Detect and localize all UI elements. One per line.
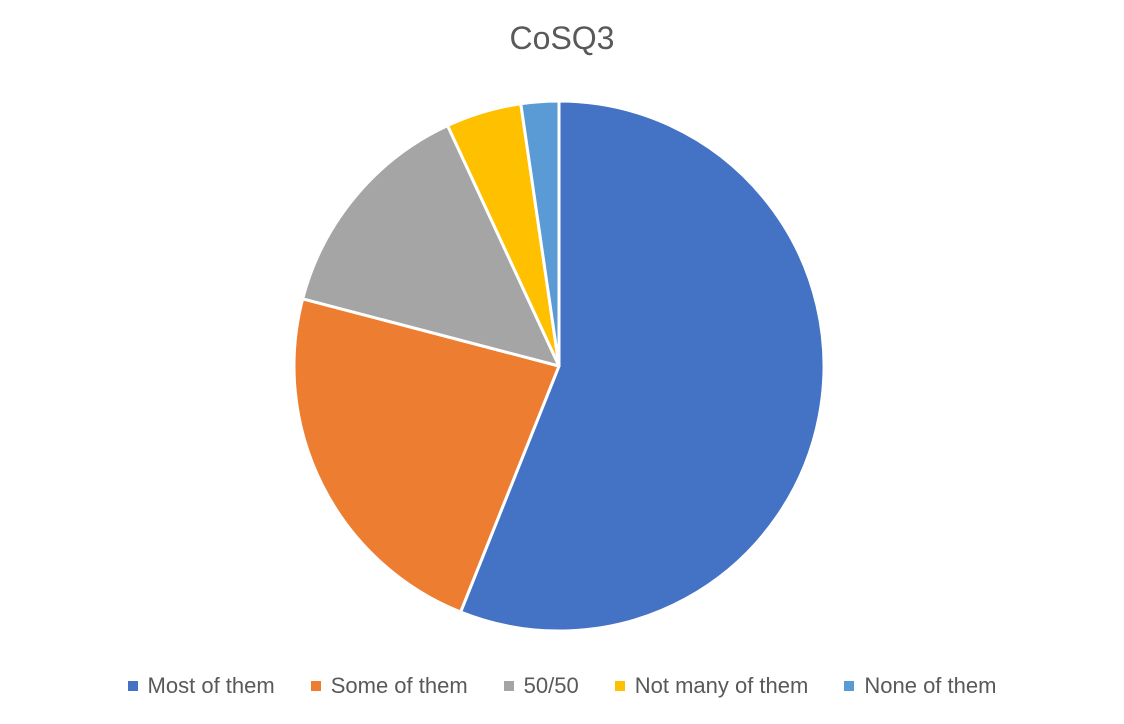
pie-slice-most-of-them (459, 99, 826, 633)
legend-item: None of them (844, 673, 996, 699)
chart-legend: Most of them Some of them 50/50 Not many of… (0, 673, 1124, 699)
pie-slice-50-50 (301, 124, 561, 368)
legend-label: None of them (864, 673, 997, 698)
pie-slice-none-of-them (519, 99, 561, 368)
legend-label: Not many of them (634, 673, 809, 698)
chart-title: CoSQ3 (509, 20, 615, 56)
legend-label: Most of them (147, 673, 275, 698)
legend-item: Most of them (127, 673, 275, 699)
legend-label: Some of them (330, 673, 468, 698)
legend-label: 50/50 (523, 673, 579, 698)
legend-swatch (127, 681, 138, 691)
pie-slice-some-of-them (292, 297, 561, 614)
legend-swatch (844, 681, 855, 691)
legend-swatch (503, 681, 514, 691)
legend-swatch (310, 681, 321, 691)
legend-item: 50/50 (503, 673, 579, 699)
legend-swatch (614, 681, 625, 691)
legend-item: Not many of them (614, 673, 809, 699)
legend-item: Some of them (310, 673, 468, 699)
